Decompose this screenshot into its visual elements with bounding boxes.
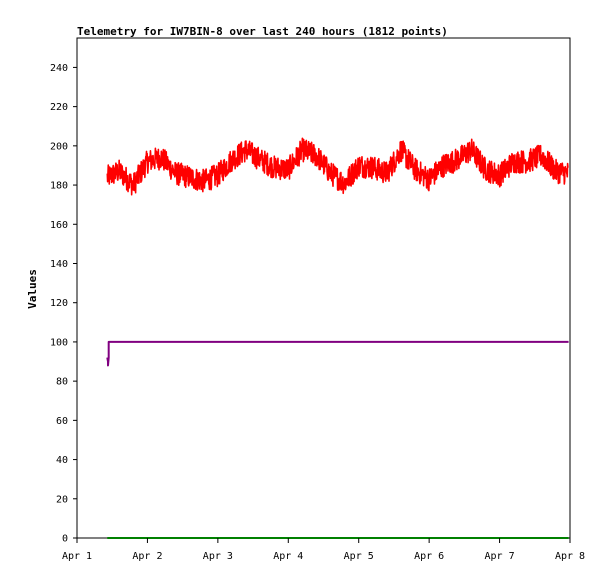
y-axis: 0 20 40 60 80 100 120 140 160 180 200 220 240 bbox=[50, 63, 77, 545]
y-tick-label: 180 bbox=[50, 181, 68, 192]
x-tick-label: Apr 6 bbox=[414, 551, 444, 562]
x-tick-label: Apr 4 bbox=[273, 551, 303, 562]
plot-frame bbox=[76, 37, 571, 539]
y-tick-label: 200 bbox=[50, 141, 68, 152]
y-tick-label: 100 bbox=[50, 337, 68, 348]
y-tick-label: 140 bbox=[50, 259, 68, 270]
x-tick-label: Apr 5 bbox=[344, 551, 374, 562]
y-tick-label: 40 bbox=[56, 455, 68, 466]
series-layer bbox=[106, 137, 570, 539]
series-line-1 bbox=[106, 137, 570, 196]
y-tick-label: 120 bbox=[50, 298, 68, 309]
y-tick-label: 240 bbox=[50, 63, 68, 74]
y-tick-label: 160 bbox=[50, 220, 68, 231]
x-tick-label: Apr 1 bbox=[62, 551, 92, 562]
chart-title: Telemetry for IW7BIN-8 over last 240 hou… bbox=[77, 25, 448, 38]
series-line-2 bbox=[106, 340, 569, 367]
x-tick-label: Apr 3 bbox=[203, 551, 233, 562]
x-tick-label: Apr 2 bbox=[132, 551, 162, 562]
y-tick-label: 0 bbox=[62, 534, 68, 545]
x-axis: Apr 1 Apr 2 Apr 3 Apr 4 Apr 5 Apr 6 Apr 7 Apr 8 bbox=[62, 538, 585, 562]
y-tick-label: 220 bbox=[50, 102, 68, 113]
y-tick-label: 80 bbox=[56, 377, 68, 388]
x-tick-label: Apr 8 bbox=[555, 551, 585, 562]
y-tick-label: 60 bbox=[56, 416, 68, 427]
y-axis-label: Values bbox=[26, 269, 39, 309]
y-tick-label: 20 bbox=[56, 494, 68, 505]
x-tick-label: Apr 7 bbox=[485, 551, 515, 562]
